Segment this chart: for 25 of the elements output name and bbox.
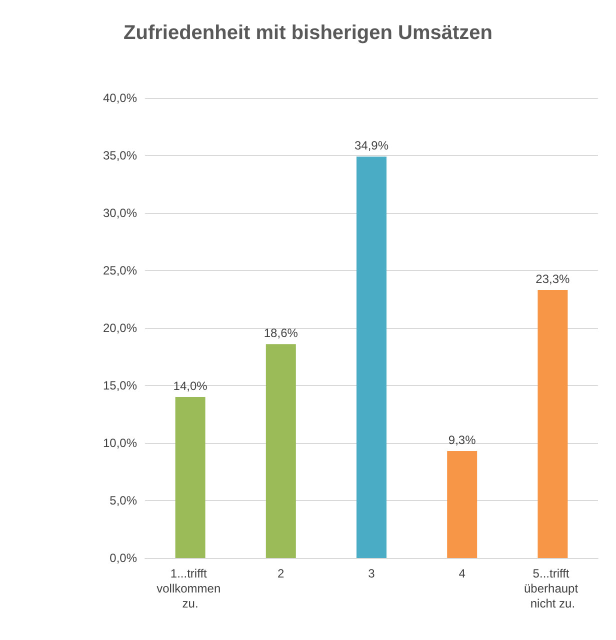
data-label: 18,6% bbox=[264, 326, 298, 340]
chart-title: Zufriedenheit mit bisherigen Umsätzen bbox=[124, 22, 492, 44]
y-tick-label: 20,0% bbox=[102, 321, 138, 335]
y-tick-label: 30,0% bbox=[102, 206, 138, 220]
y-tick-label: 10,0% bbox=[102, 436, 138, 450]
data-label: 9,3% bbox=[448, 433, 476, 448]
bar bbox=[356, 156, 386, 558]
y-tick-label: 40,0% bbox=[102, 91, 138, 105]
bar bbox=[266, 344, 296, 558]
data-label: 34,9% bbox=[354, 138, 389, 153]
data-label: 14,0% bbox=[173, 379, 208, 393]
x-tick-label: 1...trifft vollkommen zu. bbox=[156, 566, 224, 610]
bar bbox=[538, 290, 568, 558]
data-label: 23,3% bbox=[536, 272, 570, 286]
x-tick-label: 3 bbox=[368, 566, 376, 580]
y-tick-label: 5,0% bbox=[110, 494, 138, 508]
y-tick-label: 35,0% bbox=[102, 148, 138, 162]
x-tick-label: 2 bbox=[278, 566, 285, 580]
y-tick-label: 0,0% bbox=[110, 551, 138, 565]
bar bbox=[175, 397, 206, 558]
bar bbox=[447, 451, 478, 558]
y-tick-label: 25,0% bbox=[102, 264, 138, 278]
x-tick-label: 4 bbox=[458, 566, 466, 580]
y-tick-label: 15,0% bbox=[102, 378, 138, 392]
x-tick-label: 5...trifft überhaupt nicht zu. bbox=[524, 566, 582, 610]
